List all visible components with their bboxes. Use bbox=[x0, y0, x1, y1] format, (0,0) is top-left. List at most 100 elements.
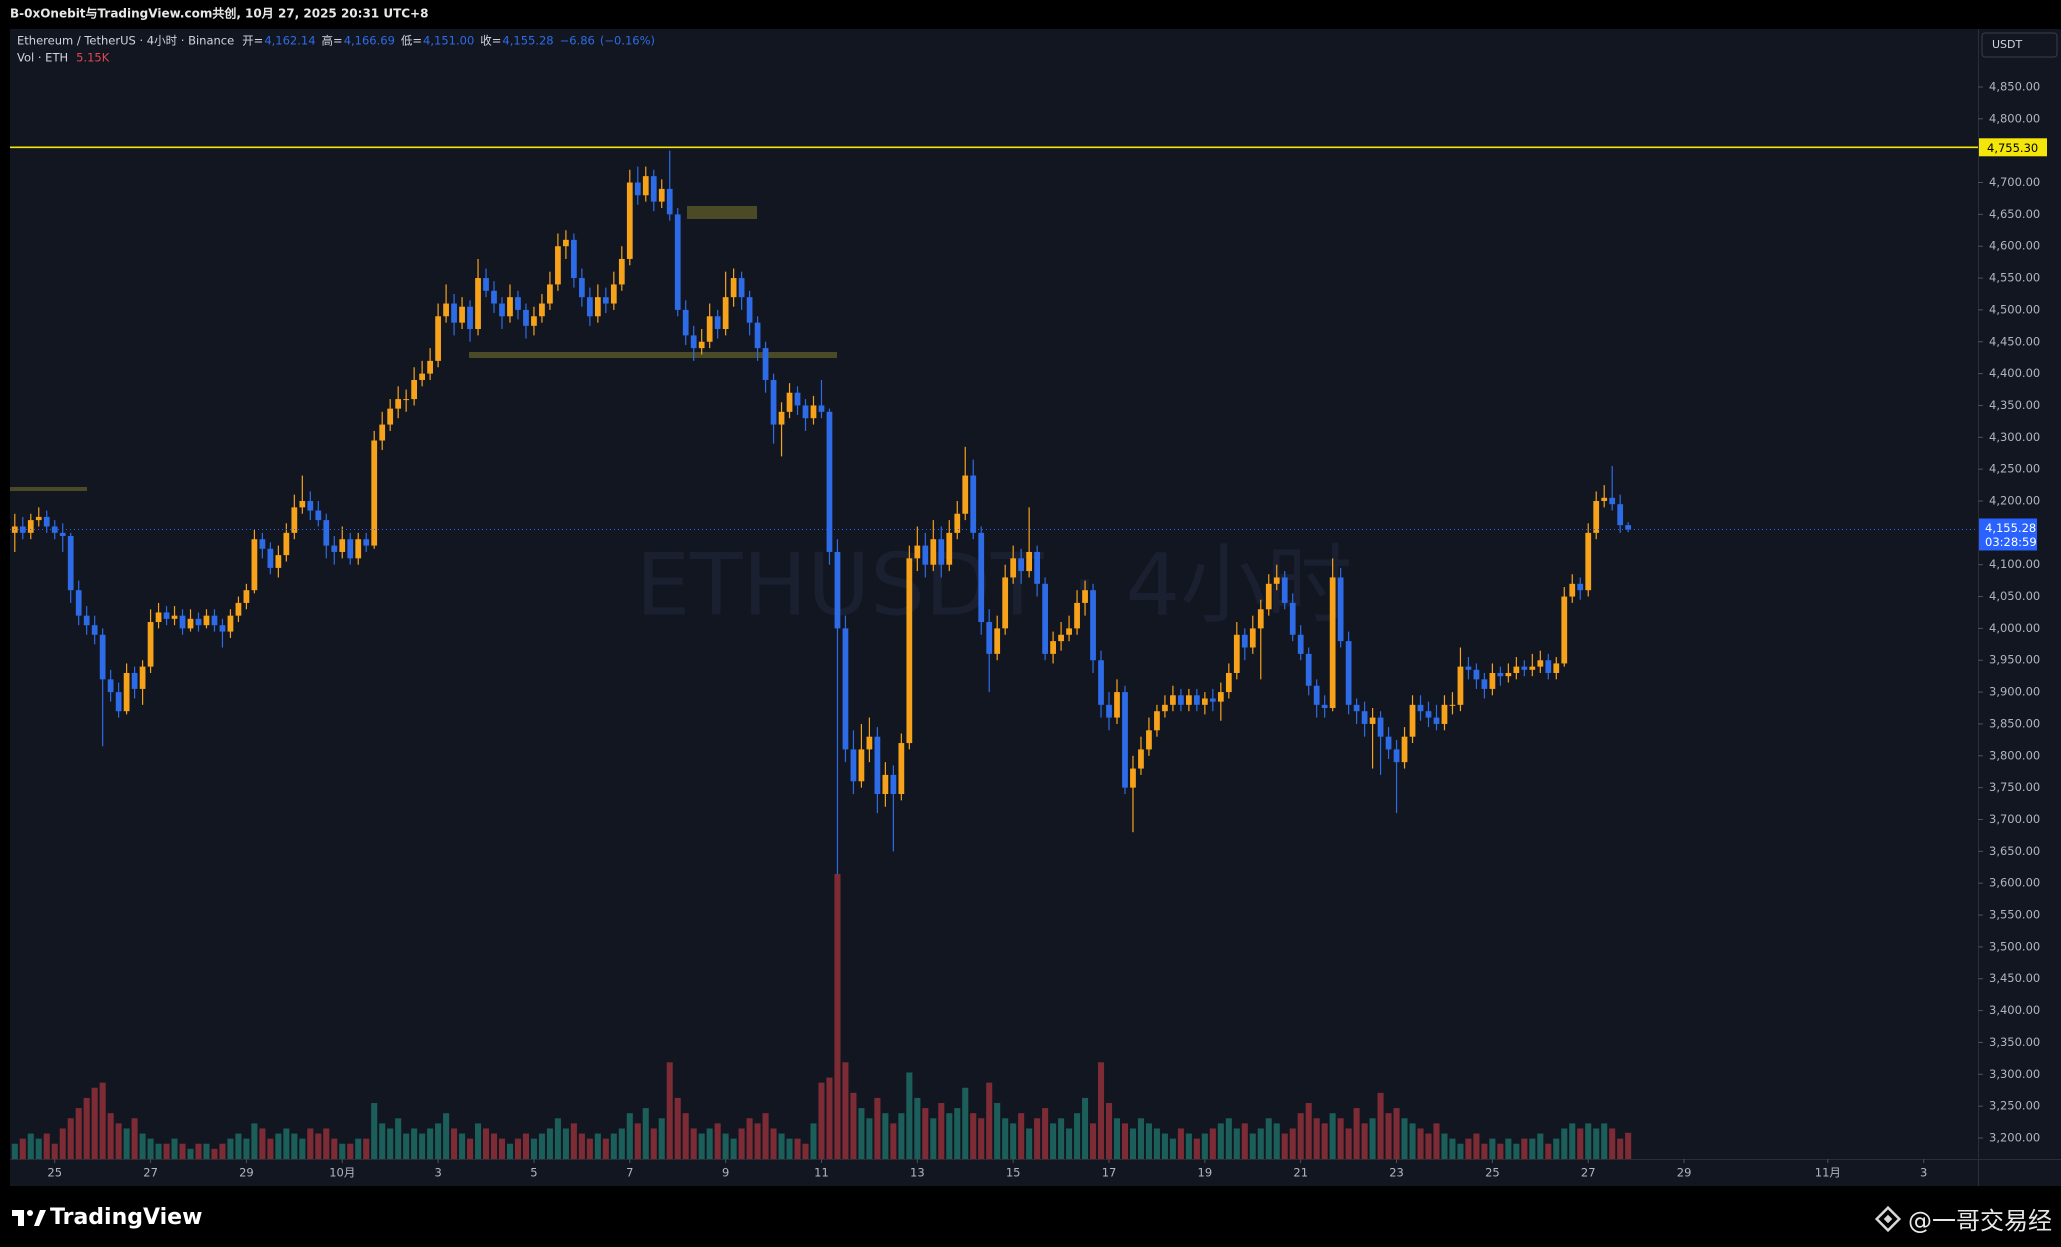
volume-bar bbox=[1153, 1128, 1160, 1159]
credit-icon bbox=[1874, 1205, 1902, 1233]
candle-body bbox=[427, 360, 433, 374]
candle-body bbox=[1130, 768, 1136, 788]
candle-body bbox=[1481, 679, 1488, 689]
candle-body bbox=[171, 615, 178, 619]
candle-body bbox=[762, 348, 769, 380]
y-tick-label: 3,550.00 bbox=[1989, 908, 2040, 922]
legend-key: 高= bbox=[322, 34, 343, 48]
volume-bar bbox=[283, 1128, 290, 1159]
volume-bar bbox=[35, 1138, 42, 1159]
volume-bar bbox=[235, 1133, 242, 1159]
icon-shape bbox=[1883, 1214, 1893, 1224]
volume-bar bbox=[211, 1148, 218, 1159]
volume-bar bbox=[1401, 1118, 1408, 1159]
candle-body bbox=[147, 622, 154, 667]
candle-body bbox=[1457, 666, 1464, 705]
volume-bar bbox=[107, 1113, 114, 1159]
candle-body bbox=[1601, 497, 1608, 502]
volume-bar bbox=[794, 1138, 801, 1159]
candle-body bbox=[1521, 666, 1528, 670]
volume-bar bbox=[1018, 1113, 1025, 1159]
volume-bar bbox=[738, 1128, 745, 1159]
volume-bar bbox=[906, 1072, 913, 1159]
candle-body bbox=[1425, 711, 1432, 718]
candle-body bbox=[443, 303, 449, 317]
volume-bar bbox=[1561, 1128, 1568, 1159]
volume-bar bbox=[826, 1077, 833, 1159]
candle-body bbox=[203, 615, 210, 626]
y-tick-label: 4,450.00 bbox=[1989, 334, 2040, 348]
volume-bar bbox=[51, 1143, 58, 1159]
candle-body bbox=[1569, 583, 1576, 597]
candle-body bbox=[435, 316, 441, 361]
volume-bar bbox=[187, 1148, 194, 1159]
candle-body bbox=[626, 182, 633, 259]
y-tick-label: 4,200.00 bbox=[1989, 494, 2040, 508]
candle-body bbox=[1281, 577, 1288, 603]
y-tick-label: 4,650.00 bbox=[1989, 207, 2040, 221]
volume-bar bbox=[1137, 1118, 1144, 1159]
volume-bar bbox=[842, 1062, 849, 1159]
last-price-tag bbox=[1979, 518, 2037, 551]
candle-body bbox=[594, 297, 601, 317]
candle-body bbox=[131, 672, 138, 689]
candles bbox=[11, 150, 1632, 875]
candle-body bbox=[1417, 704, 1424, 712]
volume-bar bbox=[203, 1143, 210, 1159]
candle-body bbox=[962, 475, 969, 514]
brand: TradingView bbox=[50, 1205, 202, 1230]
volume-bar bbox=[642, 1108, 649, 1159]
volume-bar bbox=[1217, 1123, 1224, 1159]
legend-value: 4,162.14 bbox=[264, 34, 315, 48]
candle-body bbox=[1577, 583, 1584, 591]
candle-body bbox=[1146, 730, 1152, 750]
x-tick-label: 17 bbox=[1102, 1166, 1117, 1180]
overlay: Ethereum / TetherUS · 4小时 · Binance 开= 4,1… bbox=[10, 34, 2047, 1180]
volume-bar bbox=[1449, 1138, 1456, 1159]
legend-value: 4,166.69 bbox=[344, 34, 395, 48]
volume-bar bbox=[682, 1113, 689, 1159]
volume-bar bbox=[1601, 1123, 1608, 1159]
volume-bar bbox=[379, 1123, 386, 1159]
volume-bar bbox=[770, 1128, 777, 1159]
candle-body bbox=[1441, 704, 1448, 724]
volume-bar bbox=[1513, 1143, 1520, 1159]
volume-bar bbox=[930, 1118, 937, 1159]
price-tag-label: 4,755.30 bbox=[1987, 141, 2038, 155]
candle-body bbox=[515, 297, 521, 310]
y-tick-label: 3,400.00 bbox=[1989, 1003, 2040, 1017]
volume-bar bbox=[363, 1138, 370, 1159]
candle-body bbox=[938, 539, 945, 565]
volume-bar bbox=[147, 1138, 154, 1159]
candle-body bbox=[547, 284, 553, 304]
legend-key: 低= bbox=[401, 34, 422, 48]
volume-bar bbox=[698, 1133, 705, 1159]
candle-body bbox=[163, 612, 170, 619]
volume-bar bbox=[1441, 1133, 1448, 1159]
candle-body bbox=[890, 774, 897, 795]
volume-bar bbox=[59, 1128, 66, 1159]
candle-body bbox=[307, 501, 314, 511]
y-tick-label: 3,500.00 bbox=[1989, 939, 2040, 953]
candle-body bbox=[1609, 497, 1616, 505]
volume-bar bbox=[482, 1128, 490, 1159]
volume-bar bbox=[75, 1108, 82, 1159]
volume-bar bbox=[754, 1123, 761, 1159]
legend-value: 4,151.00 bbox=[423, 34, 474, 48]
candle-body bbox=[1162, 704, 1168, 712]
volume-bar bbox=[914, 1097, 921, 1159]
y-tick-label: 4,250.00 bbox=[1989, 462, 2040, 476]
volume-bar bbox=[347, 1143, 354, 1159]
x-tick-label: 25 bbox=[1485, 1166, 1500, 1180]
candle-body bbox=[91, 625, 98, 635]
candle-body bbox=[139, 666, 146, 689]
y-tick-label: 3,600.00 bbox=[1989, 876, 2040, 890]
volume-bar bbox=[514, 1138, 522, 1159]
candle-body bbox=[1585, 532, 1592, 591]
volume-bar bbox=[1233, 1128, 1240, 1159]
candle-body bbox=[491, 290, 497, 304]
candle-body bbox=[978, 532, 985, 623]
plot-area bbox=[10, 29, 1978, 1159]
candle-body bbox=[706, 316, 713, 342]
x-tick-label: 3 bbox=[1920, 1166, 1927, 1180]
